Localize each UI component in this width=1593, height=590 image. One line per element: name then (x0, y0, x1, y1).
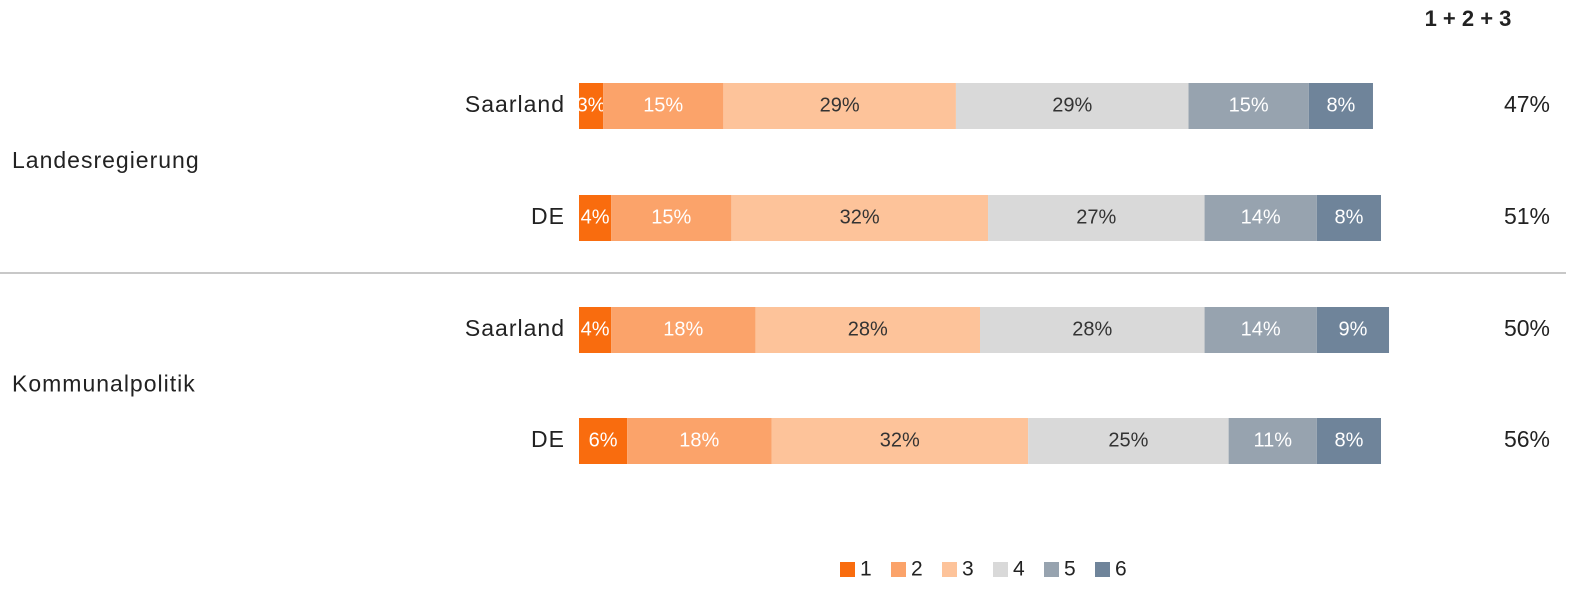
group-label: Landesregierung (12, 147, 200, 173)
bar-segment (611, 307, 756, 353)
value-label: 9% (1338, 318, 1367, 340)
bar-segment (1316, 195, 1381, 241)
bar-segment (755, 307, 980, 353)
bar-segment (579, 83, 604, 129)
bar-segment (731, 195, 989, 241)
bar-segment (611, 195, 732, 241)
value-label: 6% (589, 429, 618, 451)
value-label: 29% (820, 94, 860, 116)
bar-segment (988, 195, 1205, 241)
category-label: DE (531, 426, 565, 452)
value-label: 27% (1076, 206, 1116, 228)
legend-label: 3 (962, 558, 974, 581)
category-label: DE (531, 203, 565, 229)
value-label: 15% (643, 94, 683, 116)
total-label: 56% (1504, 426, 1550, 452)
legend-swatch (891, 562, 906, 577)
bar-segment (579, 418, 628, 464)
value-label: 14% (1241, 318, 1281, 340)
legend-label: 4 (1013, 558, 1025, 581)
bar-segment (1188, 83, 1309, 129)
total-label: 50% (1504, 315, 1550, 341)
value-label: 15% (1229, 94, 1269, 116)
value-label: 25% (1108, 429, 1148, 451)
value-label: 8% (1334, 429, 1363, 451)
bar-segment (1316, 418, 1381, 464)
legend-label: 1 (860, 558, 872, 581)
bar-segment (1204, 307, 1317, 353)
value-label: 18% (679, 429, 719, 451)
group-label: Kommunalpolitik (12, 371, 196, 397)
total-label: 47% (1504, 91, 1550, 117)
legend-label: 5 (1064, 558, 1076, 581)
value-label: 4% (581, 318, 610, 340)
bar-segment (723, 83, 956, 129)
legend-swatch (942, 562, 957, 577)
value-label: 3% (577, 94, 606, 116)
value-label: 18% (663, 318, 703, 340)
value-label: 32% (880, 429, 920, 451)
value-label: 32% (840, 206, 880, 228)
bar-segment (1316, 307, 1390, 353)
value-label: 8% (1326, 94, 1355, 116)
bar-segment (603, 83, 724, 129)
legend-swatch (1044, 562, 1059, 577)
value-label: 8% (1334, 206, 1363, 228)
value-label: 14% (1241, 206, 1281, 228)
bar-segment (1308, 83, 1373, 129)
bar-segment (955, 83, 1189, 129)
bar-segment (980, 307, 1205, 353)
legend-label: 2 (911, 558, 923, 581)
value-label: 29% (1052, 94, 1092, 116)
category-label: Saarland (465, 315, 565, 341)
total-label: 51% (1504, 203, 1550, 229)
bar-segment (1204, 195, 1317, 241)
legend-label: 6 (1115, 558, 1127, 581)
bar-segment (627, 418, 772, 464)
value-label: 15% (651, 206, 691, 228)
value-label: 11% (1253, 429, 1292, 451)
bar-segment (1028, 418, 1229, 464)
legend-swatch (1095, 562, 1110, 577)
category-label: Saarland (465, 91, 565, 117)
bar-segment (579, 195, 612, 241)
legend-swatch (993, 562, 1008, 577)
totals-header: 1 + 2 + 3 (1425, 6, 1512, 31)
legend-swatch (840, 562, 855, 577)
value-label: 28% (1072, 318, 1112, 340)
bar-segment (1228, 418, 1317, 464)
value-label: 28% (848, 318, 888, 340)
bar-segment (579, 307, 612, 353)
bar-segment (771, 418, 1029, 464)
value-label: 4% (581, 206, 610, 228)
